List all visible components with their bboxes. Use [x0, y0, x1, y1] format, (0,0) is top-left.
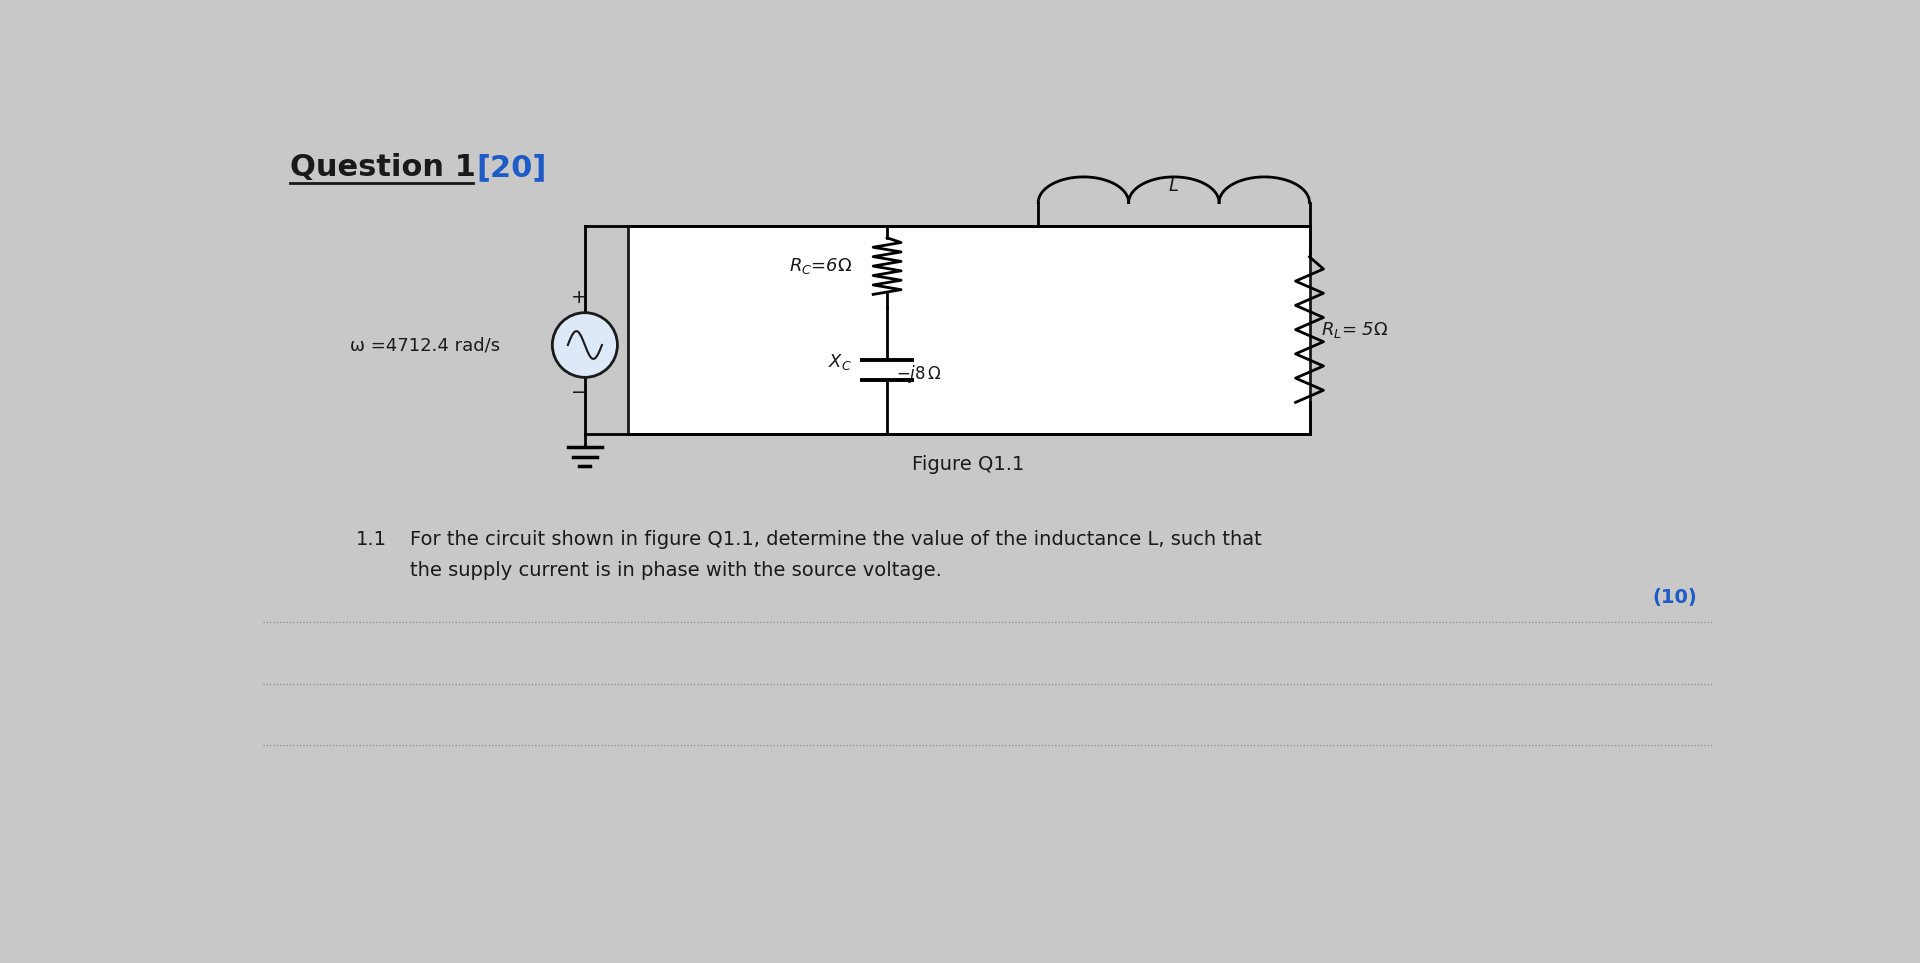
Text: Figure Q1.1: Figure Q1.1 — [912, 455, 1025, 474]
Text: the supply current is in phase with the source voltage.: the supply current is in phase with the … — [411, 560, 943, 580]
Circle shape — [553, 313, 618, 377]
Text: ω =4712.4 rad/s: ω =4712.4 rad/s — [349, 336, 499, 354]
Text: $R_L$= 5$\Omega$: $R_L$= 5$\Omega$ — [1321, 320, 1388, 340]
Text: +: + — [570, 288, 588, 307]
Text: 1.1: 1.1 — [357, 530, 388, 549]
Text: (10): (10) — [1653, 587, 1697, 607]
Text: −: − — [570, 383, 588, 403]
Text: For the circuit shown in figure Q1.1, determine the value of the inductance L, s: For the circuit shown in figure Q1.1, de… — [411, 530, 1261, 549]
Text: $X_C$: $X_C$ — [828, 352, 852, 373]
Bar — [628, 225, 1309, 433]
Text: [20]: [20] — [476, 153, 547, 182]
Text: $R_C$=6$\Omega$: $R_C$=6$\Omega$ — [789, 256, 852, 276]
Text: Question 1: Question 1 — [290, 153, 488, 182]
Text: L: L — [1169, 176, 1179, 195]
Text: $-j8\,\Omega$: $-j8\,\Omega$ — [897, 363, 943, 385]
